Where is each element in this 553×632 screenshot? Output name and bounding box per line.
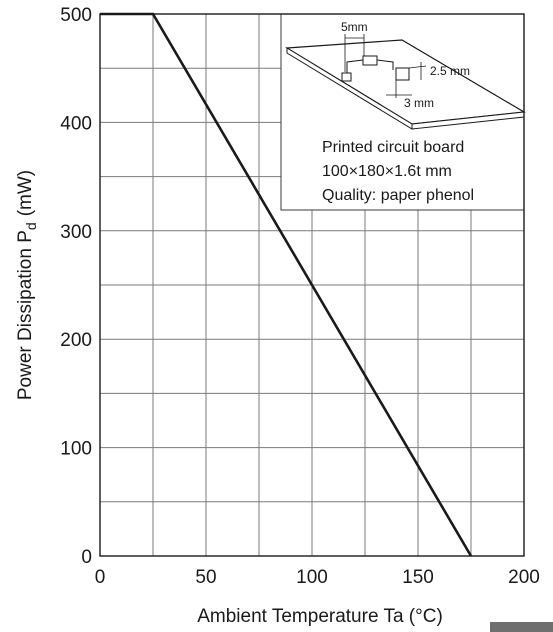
y-axis-title: Power Dissipation Pd (mW) <box>15 170 39 400</box>
dim-label-5mm: 5mm <box>341 20 368 34</box>
series-line-0 <box>100 12 473 557</box>
x-tick-label-200: 200 <box>508 567 540 588</box>
dim-label-3mm: 3 mm <box>404 96 434 110</box>
y-tick-label-100: 100 <box>60 439 92 460</box>
pcb-component <box>362 55 378 66</box>
pcb-inset: 5mm 2.5 mm 3 mm Printed circuit board 10… <box>280 13 526 211</box>
x-axis-title: Ambient Temperature Ta (°C) <box>197 606 443 627</box>
plot-frame <box>99 13 525 557</box>
scrollbar-fragment <box>490 622 553 632</box>
y-tick-label-200: 200 <box>60 330 92 351</box>
y-tick-label-500: 500 <box>60 5 92 26</box>
pcb-trace-left <box>346 59 364 74</box>
tick-layer: 0 50 100 150 200 0 100 200 300 400 500 <box>60 5 540 588</box>
dim-label-2-5mm: 2.5 mm <box>430 64 470 78</box>
y-axis-title-unit: (mW) <box>15 170 36 216</box>
pcb-trace-right <box>376 59 394 70</box>
inset-line-2: 100×180×1.6t mm <box>322 163 452 180</box>
x-tick-label-0: 0 <box>95 567 106 588</box>
y-axis-title-main: Power Dissipation P <box>15 230 36 400</box>
x-tick-label-150: 150 <box>402 567 434 588</box>
dim-25mm-ext <box>408 65 427 69</box>
pcb-pad-right <box>395 67 410 81</box>
x-tick-label-50: 50 <box>195 567 216 588</box>
y-tick-label-0: 0 <box>81 547 92 568</box>
pcb-pad-left <box>341 72 352 82</box>
inset-line-3: Quality: paper phenol <box>322 187 474 204</box>
y-tick-label-400: 400 <box>60 113 92 134</box>
inset-line-1: Printed circuit board <box>322 139 464 156</box>
y-tick-label-300: 300 <box>60 222 92 243</box>
series-layer <box>100 12 473 557</box>
y-axis-title-sub: d <box>23 222 39 230</box>
x-tick-label-100: 100 <box>296 567 328 588</box>
